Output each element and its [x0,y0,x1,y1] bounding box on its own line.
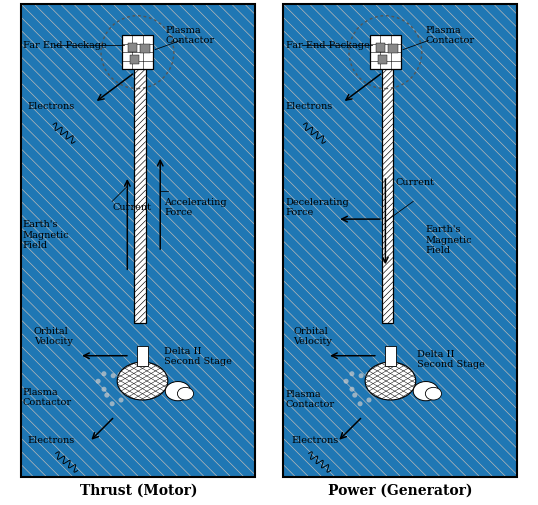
Text: Delta II
Second Stage: Delta II Second Stage [417,349,485,368]
Text: Earth's
Magnetic
Field: Earth's Magnetic Field [426,225,472,255]
Circle shape [126,384,131,389]
Circle shape [104,393,109,398]
Text: Electrons: Electrons [27,102,74,111]
Circle shape [349,387,355,392]
Circle shape [344,379,349,384]
Bar [378,56,387,65]
Circle shape [96,379,101,384]
Text: Far End Package: Far End Package [23,41,107,50]
Bar [21,5,255,477]
Text: Far End Package: Far End Package [286,41,370,50]
Circle shape [128,374,132,379]
Circle shape [110,401,115,407]
Text: Electrons: Electrons [292,435,339,444]
Circle shape [118,398,124,403]
Text: Plasma
Contactor: Plasma Contactor [426,26,475,45]
Ellipse shape [426,388,442,400]
Text: Plasma
Contactor: Plasma Contactor [286,389,335,409]
Circle shape [366,398,372,403]
Text: Thrust (Motor): Thrust (Motor) [80,483,197,497]
Circle shape [126,384,131,389]
Ellipse shape [413,382,438,401]
Circle shape [374,384,379,389]
Bar [130,56,139,65]
Text: Plasma
Contactor: Plasma Contactor [23,387,72,406]
Text: Power (Generator): Power (Generator) [328,483,472,497]
Ellipse shape [178,388,194,400]
Circle shape [102,387,107,392]
Circle shape [117,372,123,377]
Circle shape [111,373,116,378]
Text: Earth's
Magnetic
Field: Earth's Magnetic Field [23,220,69,249]
Bar [383,68,393,323]
Bar [385,346,395,366]
Circle shape [374,384,379,389]
Text: Current: Current [395,177,435,186]
Bar [283,5,517,477]
Text: Decelerating
Force: Decelerating Force [285,197,349,217]
Text: Orbital
Velocity: Orbital Velocity [293,326,332,345]
Ellipse shape [117,363,168,400]
Circle shape [365,372,371,377]
Bar [140,44,150,54]
Text: Plasma
Contactor: Plasma Contactor [165,26,215,45]
Bar [134,68,146,323]
Bar [128,43,137,53]
Ellipse shape [165,382,190,401]
Text: Orbital
Velocity: Orbital Velocity [34,326,73,345]
Text: Current: Current [112,203,151,212]
Circle shape [376,374,380,379]
Bar [283,5,517,477]
Bar [137,346,147,366]
Circle shape [359,373,364,378]
Bar [376,43,385,53]
Ellipse shape [365,363,416,400]
Bar [370,36,401,70]
Circle shape [102,372,107,377]
Circle shape [352,393,357,398]
Text: Electrons: Electrons [27,435,74,444]
Circle shape [358,401,363,407]
Bar [21,5,255,477]
Circle shape [349,372,355,377]
Text: Accelerating
Force: Accelerating Force [164,197,227,217]
Bar [388,44,398,54]
Circle shape [121,389,126,394]
Bar [122,36,153,70]
Text: Delta II
Second Stage: Delta II Second Stage [164,346,232,366]
Text: Electrons: Electrons [285,102,332,111]
Circle shape [369,389,374,394]
